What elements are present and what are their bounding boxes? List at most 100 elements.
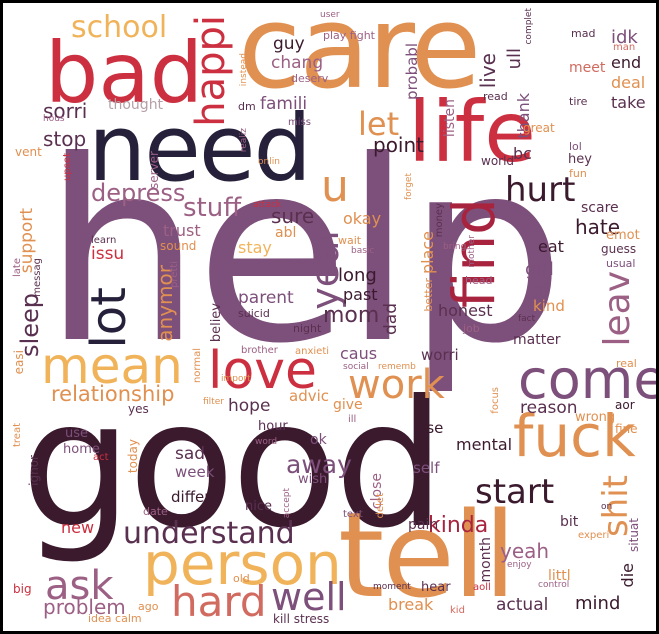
word-place: place [418,231,437,275]
word-end: end [611,53,642,72]
word-work: work [348,362,445,408]
word-help: help [43,107,565,398]
word-today: today [126,439,140,474]
word-kind: kind [533,297,565,315]
word-mom: mom [323,303,380,328]
word-idea-calm: idea calm [88,612,142,625]
word-sorri: sorri [43,99,88,123]
word-social: social [343,362,369,372]
word-brother: brother [241,345,278,356]
word-ago: ago [138,600,159,613]
word-fun: fun [569,167,587,180]
word-idk: idk [611,27,638,48]
word-parent: parent [238,288,294,308]
word-job: job [463,322,480,335]
word-delet: delet [375,493,386,519]
word-love: love [208,341,318,401]
word-kid: kid [450,605,465,616]
word-mad: mad [571,27,596,40]
word-filter: filter [203,397,224,407]
word-person: person [143,530,342,598]
word-scare: scare [581,200,619,216]
word-night: night [293,322,322,335]
word-matter: matter [513,332,561,348]
word-stuff: stuff [183,193,242,223]
word-hear: hear [421,580,451,595]
word-stop: stop [43,127,87,151]
word-usual: usual [606,257,636,270]
word-learn: learn [91,235,117,246]
word-point: point [373,133,425,157]
word-trust: trust [163,221,201,240]
word-cri: cri [531,282,549,298]
word-bad: bad [45,24,204,122]
word-mental: mental [456,435,513,454]
word-vent: vent [15,145,42,159]
word-thought: thought [108,97,164,113]
word-take: take [611,93,646,112]
word-believ: believ [209,303,224,343]
word-experi: experi [578,530,610,541]
word-come: come [518,348,659,411]
word-dad: dad [381,303,401,335]
word-forget: forget [404,173,414,200]
word-yes: yes [128,402,149,416]
word-play-fight: play fight [323,29,375,42]
word-aor: aor [615,398,635,412]
word-old: old [233,572,250,585]
word-kill-stress: kill stress [273,612,330,626]
word-listen: listen [442,99,458,138]
word-man: man [613,42,636,53]
word-treat: treat [12,423,23,448]
word-sad: sad [175,444,206,464]
word-leav: leav [597,271,638,347]
word-ill: ill [348,414,357,425]
word-nice: nice [245,499,272,514]
word-head: head [465,274,493,287]
word-give: give [333,397,363,413]
word-act: act [93,452,109,463]
word-moment: moment [373,582,411,592]
word-tire: tire [569,95,588,108]
word-deserv: deserv [291,72,329,85]
word-attack: attack [253,200,282,210]
word-okay: okay [343,209,382,228]
word-abl: abl [275,225,297,241]
word-ignor: ignor [27,455,41,486]
word-eat: eat [538,237,564,256]
word-real: real [616,357,637,370]
word-bc: bc [513,144,532,163]
word-ull: ull [504,48,525,70]
word-late: late [12,258,23,277]
word-hate: hate [575,215,621,239]
word-lol: lol [569,140,582,153]
word-new: new [61,518,95,537]
word-u: u [321,161,349,212]
word-kinda: kinda [428,513,489,538]
word-let: let [358,105,400,143]
word-life: life [408,83,536,181]
word-understand: understand [123,516,295,551]
word-worri: worri [421,346,459,364]
word-upset: upset [62,153,73,181]
word-normal: normal [192,348,203,384]
word-bring: bring [443,242,467,252]
word-lot: lot [81,287,137,349]
word-wish: wish [298,472,328,487]
word-sleep: sleep [16,293,44,357]
word-relationship: relationship [51,382,175,406]
word-world: world [481,154,515,168]
word-die: die [618,563,637,588]
word-fuck: fuck [513,402,636,470]
word-easi: easi [12,350,26,375]
word-word: word [255,437,278,447]
word-tell: tell [338,486,516,624]
word-fact: fact [518,314,536,324]
word-pretti: pretti [169,261,180,289]
word-differ: differ [171,488,211,506]
word-fine: fine [615,422,638,436]
word-depress: depress [91,179,186,207]
word-break: break [388,595,434,614]
word-rememb: rememb [378,362,416,372]
